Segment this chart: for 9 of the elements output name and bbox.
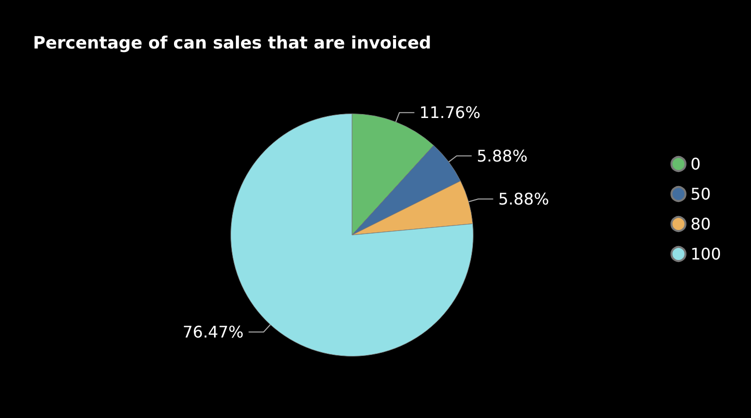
legend-label: 80	[690, 214, 711, 234]
data-label: 11.76%	[419, 103, 480, 122]
legend-label: 0	[690, 154, 701, 174]
chart-title: Percentage of can sales that are invoiced	[33, 34, 432, 54]
data-label: 76.47%	[182, 322, 244, 342]
legend-label: 50	[690, 184, 711, 204]
data-label: 5.88%	[476, 146, 528, 166]
data-label: 5.88%	[498, 190, 550, 209]
legend-label: 100	[690, 244, 722, 264]
